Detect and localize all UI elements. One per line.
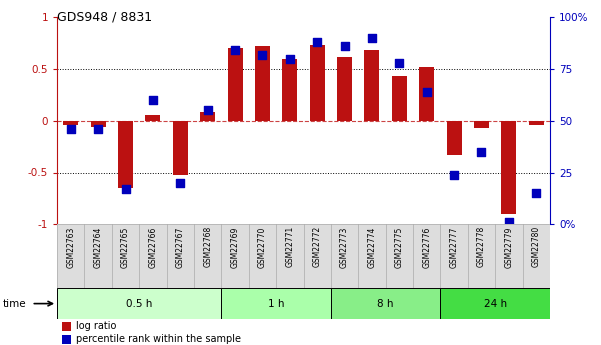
Bar: [419, 67, 435, 121]
Bar: [228, 48, 243, 121]
Bar: [118, 121, 133, 188]
Point: [450, 172, 459, 177]
Bar: [364, 50, 379, 121]
Bar: [310, 45, 325, 121]
Bar: [57, 288, 221, 319]
Bar: [501, 121, 516, 214]
Point: [66, 126, 76, 132]
Text: GSM22774: GSM22774: [367, 226, 376, 267]
Text: time: time: [3, 299, 26, 308]
Point: [258, 52, 267, 57]
Text: GSM22764: GSM22764: [94, 226, 103, 267]
Point: [230, 48, 240, 53]
Point: [203, 108, 213, 113]
Bar: [529, 121, 544, 125]
Text: log ratio: log ratio: [76, 322, 116, 331]
Bar: [331, 288, 441, 319]
Bar: [255, 46, 270, 121]
Text: 24 h: 24 h: [484, 299, 507, 308]
Text: GSM22775: GSM22775: [395, 226, 404, 267]
Point: [313, 39, 322, 45]
Bar: [91, 121, 106, 127]
Bar: [172, 121, 188, 175]
Bar: [474, 121, 489, 128]
Bar: [145, 115, 160, 121]
Bar: [63, 121, 78, 125]
Bar: [282, 59, 297, 121]
Point: [175, 180, 185, 186]
Text: GSM22770: GSM22770: [258, 226, 267, 267]
Point: [531, 190, 541, 196]
Text: GSM22763: GSM22763: [66, 226, 75, 267]
Text: GSM22769: GSM22769: [231, 226, 240, 267]
Point: [504, 219, 514, 225]
Text: GSM22779: GSM22779: [504, 226, 513, 267]
Bar: [441, 288, 550, 319]
Bar: [200, 112, 215, 121]
Point: [148, 97, 157, 103]
Point: [367, 35, 377, 41]
Text: GSM22766: GSM22766: [148, 226, 157, 267]
Bar: [62, 322, 71, 331]
Point: [477, 149, 486, 155]
Text: GDS948 / 8831: GDS948 / 8831: [57, 10, 152, 23]
Point: [93, 126, 103, 132]
Text: GSM22778: GSM22778: [477, 226, 486, 267]
Bar: [392, 76, 407, 121]
Text: GSM22780: GSM22780: [532, 226, 541, 267]
Point: [340, 43, 349, 49]
Bar: [447, 121, 462, 155]
Bar: [337, 57, 352, 121]
Text: GSM22773: GSM22773: [340, 226, 349, 267]
Point: [422, 89, 432, 95]
Point: [394, 60, 404, 66]
Text: GSM22772: GSM22772: [313, 226, 322, 267]
Text: 1 h: 1 h: [268, 299, 284, 308]
Text: 0.5 h: 0.5 h: [126, 299, 153, 308]
Text: GSM22765: GSM22765: [121, 226, 130, 267]
Text: GSM22767: GSM22767: [176, 226, 185, 267]
Point: [285, 56, 294, 61]
Point: [121, 186, 130, 192]
Bar: [221, 288, 331, 319]
Text: GSM22771: GSM22771: [285, 226, 294, 267]
Text: GSM22776: GSM22776: [423, 226, 431, 267]
Text: 8 h: 8 h: [377, 299, 394, 308]
Text: percentile rank within the sample: percentile rank within the sample: [76, 334, 241, 344]
Text: GSM22768: GSM22768: [203, 226, 212, 267]
Text: GSM22777: GSM22777: [450, 226, 459, 267]
Bar: [62, 335, 71, 344]
